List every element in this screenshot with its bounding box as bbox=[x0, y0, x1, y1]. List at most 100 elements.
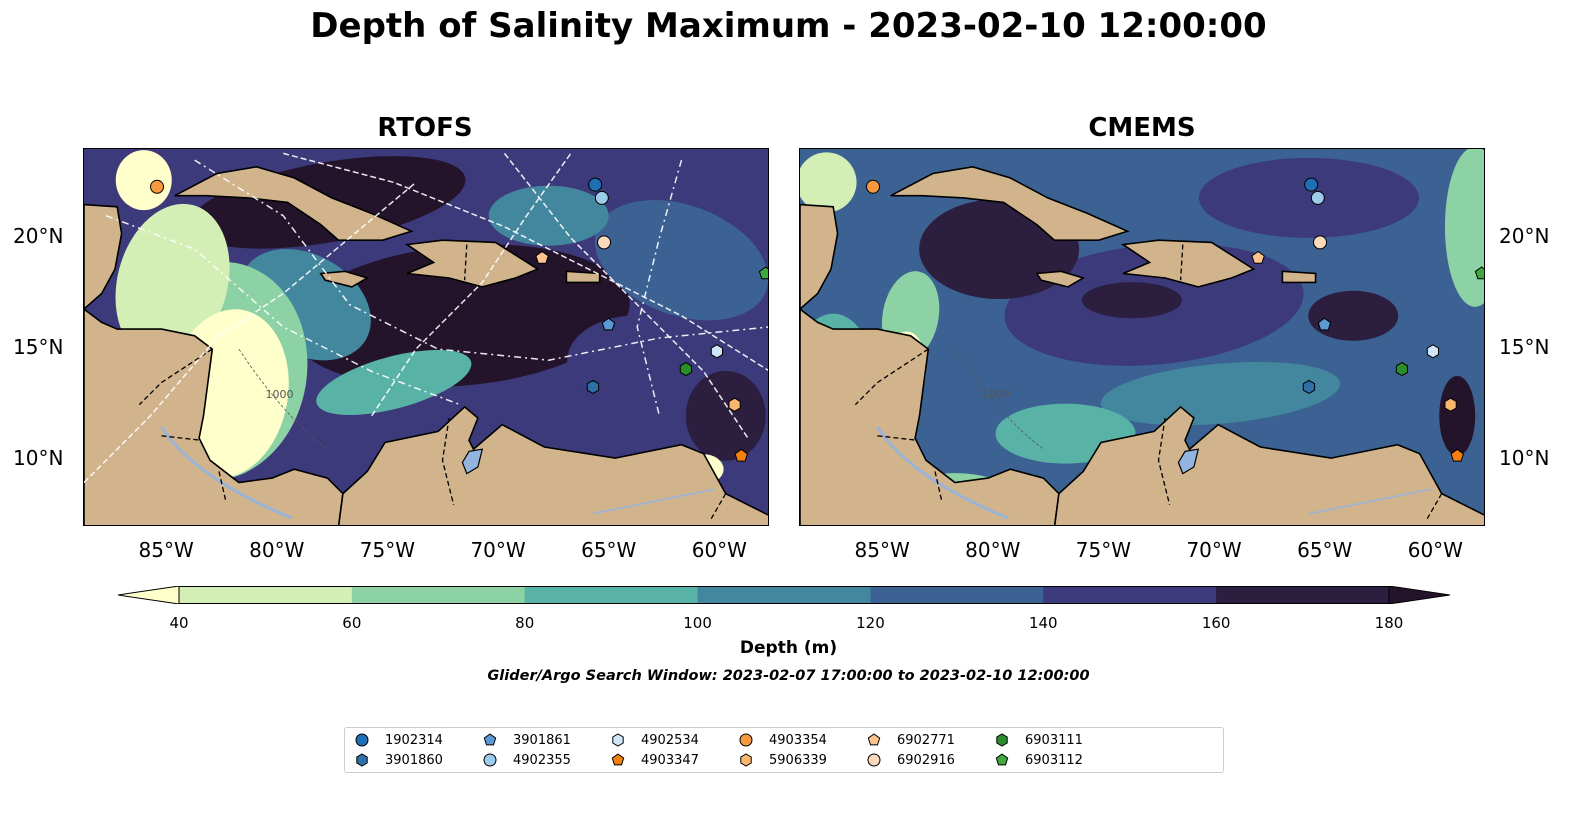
colorbar-segment bbox=[697, 586, 871, 604]
float-marker-3901861 bbox=[1317, 317, 1332, 331]
x-tick-label: 80°W bbox=[249, 538, 305, 562]
y-tick-label: 15°N bbox=[1499, 335, 1550, 360]
float-marker-6902771 bbox=[1251, 250, 1265, 264]
colorbar-segment bbox=[1043, 586, 1217, 604]
contour-label-1000: 1000 bbox=[981, 388, 1009, 401]
legend-item: 3901861 bbox=[481, 731, 571, 749]
colorbar-segment bbox=[524, 586, 699, 604]
float-marker-6902771 bbox=[535, 250, 549, 264]
legend-item: 1902314 bbox=[353, 731, 443, 749]
legend-item: 4902534 bbox=[609, 731, 699, 749]
colorbar-tick-label: 80 bbox=[515, 614, 535, 632]
x-tick-label: 85°W bbox=[854, 538, 910, 562]
x-tick-label: 75°W bbox=[359, 538, 416, 562]
x-tick-label: 85°W bbox=[138, 538, 194, 562]
float-marker-4902534 bbox=[710, 344, 723, 359]
colorbar-extend-min bbox=[117, 585, 180, 605]
float-marker-4903354 bbox=[866, 179, 881, 194]
float-marker-6903112 bbox=[758, 266, 768, 280]
float-marker-4902534 bbox=[1426, 344, 1439, 359]
legend-marker-icon bbox=[611, 753, 625, 766]
colorbar-extend-max bbox=[1388, 585, 1451, 605]
legend-label: 4903354 bbox=[769, 732, 827, 748]
colorbar-tick-label: 160 bbox=[1201, 614, 1231, 632]
float-marker-3901861 bbox=[601, 317, 616, 331]
legend-marker-icon bbox=[739, 733, 753, 747]
colorbar-segment bbox=[1216, 586, 1390, 604]
legend-label: 4903347 bbox=[641, 752, 699, 768]
y-tick-label: 20°N bbox=[13, 223, 64, 248]
legend-item: 6902916 bbox=[865, 751, 955, 769]
legend-label: 5906339 bbox=[769, 752, 827, 768]
float-marker-4903347 bbox=[1450, 448, 1464, 462]
legend-item: 6903111 bbox=[993, 731, 1083, 749]
legend-marker-icon bbox=[867, 733, 881, 746]
legend-item: 5906339 bbox=[737, 751, 827, 769]
legend-label: 6902771 bbox=[897, 732, 955, 748]
colorbar-segment bbox=[351, 586, 526, 604]
colorbar-tick-label: 180 bbox=[1374, 614, 1404, 632]
legend-label: 6903112 bbox=[1025, 752, 1083, 768]
legend-label: 3901861 bbox=[513, 732, 571, 748]
colorbar-segment bbox=[870, 586, 1044, 604]
float-marker-5906339 bbox=[728, 397, 741, 412]
legend-marker-icon bbox=[995, 753, 1009, 766]
legend-label: 1902314 bbox=[385, 732, 443, 748]
colorbar-tick-label: 60 bbox=[342, 614, 362, 632]
legend-label: 3901860 bbox=[385, 752, 443, 768]
float-marker-1902314 bbox=[588, 177, 603, 192]
search-window-text: Glider/Argo Search Window: 2023-02-07 17… bbox=[487, 668, 1090, 684]
colorbar-tick-label: 40 bbox=[169, 614, 189, 632]
legend-marker-icon bbox=[355, 733, 369, 747]
legend-item: 3901860 bbox=[353, 751, 443, 769]
float-marker-6903111 bbox=[1395, 362, 1408, 377]
legend-label: 6903111 bbox=[1025, 732, 1083, 748]
legend-label: 4902534 bbox=[641, 732, 699, 748]
legend-marker-icon bbox=[356, 753, 368, 767]
legend-item: 4903347 bbox=[609, 751, 699, 769]
figure-title: Depth of Salinity Maximum - 2023-02-10 1… bbox=[310, 6, 1267, 46]
legend-label: 4902355 bbox=[513, 752, 571, 768]
colorbar-tick-label: 120 bbox=[856, 614, 885, 632]
x-tick-label: 70°W bbox=[470, 538, 526, 562]
float-marker-4903347 bbox=[734, 448, 748, 462]
x-tick-label: 75°W bbox=[1075, 538, 1132, 562]
colorbar-tick-label: 100 bbox=[683, 614, 712, 632]
map-cmems: 1000 bbox=[799, 148, 1485, 526]
x-tick-label: 60°W bbox=[691, 538, 747, 562]
legend-item: 4903354 bbox=[737, 731, 827, 749]
panel-title-rtofs: RTOFS bbox=[377, 113, 473, 143]
legend-marker-icon bbox=[483, 733, 497, 746]
panel-title-cmems: CMEMS bbox=[1088, 113, 1196, 143]
colorbar-tick-label: 140 bbox=[1028, 614, 1058, 632]
x-tick-label: 65°W bbox=[581, 538, 637, 562]
float-marker-3901860 bbox=[1302, 379, 1316, 394]
float-marker-6902916 bbox=[597, 235, 612, 250]
legend-marker-icon bbox=[612, 733, 624, 747]
colorbar-label: Depth (m) bbox=[739, 638, 838, 658]
float-marker-6903111 bbox=[679, 362, 692, 377]
x-tick-label: 80°W bbox=[965, 538, 1021, 562]
float-marker-4902355 bbox=[1310, 190, 1325, 205]
legend: 1902314 3901860 3901861 4902355 4902534 49033… bbox=[344, 727, 1224, 773]
float-marker-1902314 bbox=[1304, 177, 1319, 192]
legend-marker-icon bbox=[996, 733, 1008, 747]
contour-label-1000: 1000 bbox=[265, 388, 293, 401]
legend-marker-icon bbox=[483, 753, 497, 767]
float-marker-4903354 bbox=[150, 179, 165, 194]
legend-marker-icon bbox=[867, 753, 881, 767]
legend-item: 4902355 bbox=[481, 751, 571, 769]
colorbar-segment bbox=[179, 586, 353, 604]
y-tick-label: 15°N bbox=[13, 335, 64, 360]
legend-item: 6903112 bbox=[993, 751, 1083, 769]
float-marker-6903112 bbox=[1474, 266, 1484, 280]
y-tick-label: 10°N bbox=[1499, 446, 1550, 471]
float-marker-4902355 bbox=[594, 190, 609, 205]
y-tick-label: 10°N bbox=[13, 446, 64, 471]
x-tick-label: 65°W bbox=[1297, 538, 1353, 562]
x-tick-label: 70°W bbox=[1186, 538, 1242, 562]
float-marker-3901860 bbox=[586, 379, 600, 394]
colorbar bbox=[117, 585, 1451, 605]
legend-marker-icon bbox=[740, 753, 752, 767]
float-marker-6902916 bbox=[1313, 235, 1328, 250]
